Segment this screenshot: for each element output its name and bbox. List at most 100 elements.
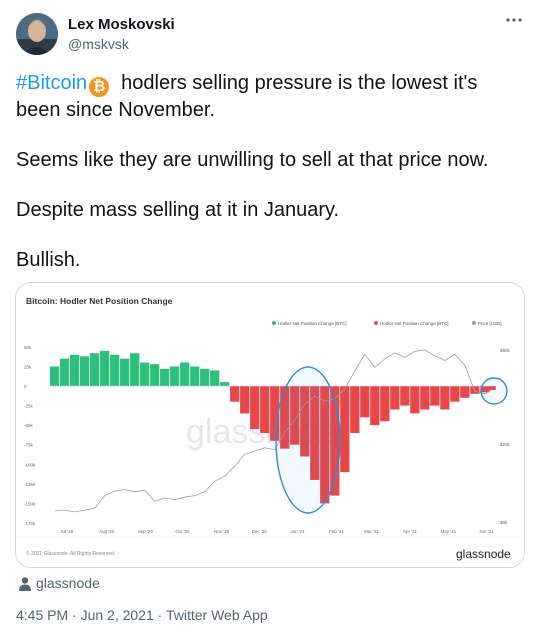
media-tag-label[interactable]: glassnode (36, 575, 100, 591)
net-position-bars (50, 350, 496, 504)
negative-bar (486, 386, 496, 390)
x-axis-tick: Oct '20 (175, 529, 190, 534)
positive-bar (80, 356, 90, 387)
legend-label-price: Price [USD] (478, 321, 502, 326)
positive-bar (130, 353, 140, 387)
annotation-circle-june (480, 377, 508, 405)
author-handle[interactable]: @mskvsk (68, 36, 129, 52)
x-axis-tick: Dec '20 (252, 529, 268, 534)
media-chart-card[interactable]: Bitcoin: Hodler Net Position Change Hodl… (15, 282, 525, 568)
left-axis-tick: -150k (24, 501, 36, 506)
negative-bar (470, 386, 480, 394)
price-line (54, 349, 492, 513)
positive-bar (140, 362, 150, 387)
x-axis-tick: Apr '21 (403, 529, 418, 534)
right-axis-tick: $20k (500, 442, 511, 447)
negative-bar (450, 386, 460, 402)
negative-bar (250, 386, 260, 430)
negative-bar (420, 386, 430, 410)
hashtag-link[interactable]: #Bitcoin (16, 72, 88, 94)
positive-bar (150, 364, 160, 387)
more-options-icon[interactable] (504, 10, 524, 30)
annotation-circle-january (275, 366, 341, 514)
positive-bar (90, 353, 100, 387)
negative-bar (440, 386, 450, 410)
negative-bar (330, 386, 340, 496)
left-axis-tick: 0 (24, 384, 27, 389)
negative-bar (280, 386, 290, 449)
left-axis-tick: -50k (24, 423, 34, 428)
negative-bar (370, 386, 380, 426)
negative-bar (340, 386, 350, 473)
negative-bar (300, 386, 310, 457)
negative-bar (360, 386, 370, 418)
left-axis-tick: -75k (24, 443, 34, 448)
negative-bar (400, 386, 410, 406)
positive-bar (190, 366, 200, 387)
right-axis-tick: $8k (500, 520, 508, 525)
person-icon (19, 577, 31, 591)
negative-bar (240, 386, 250, 414)
left-axis-tick: 25k (24, 364, 32, 369)
legend-label-red: Hodler Net Position Change [BTC] (380, 321, 449, 326)
x-axis-tick: Aug '20 (99, 529, 115, 534)
x-axis-tick: Jun '21 (479, 529, 494, 534)
positive-bar (110, 354, 120, 387)
negative-bar (290, 386, 300, 445)
positive-bar (210, 370, 220, 387)
negative-bar (310, 386, 320, 480)
legend-swatch-green (272, 321, 276, 325)
left-axis-labels: 50k 25k 0 -25k -50k -75k -100k -125k -150k -175k (24, 345, 36, 526)
avatar[interactable] (16, 13, 58, 55)
tweet-timestamp[interactable]: 4:45 PM · Jun 2, 2021 (16, 607, 154, 623)
right-axis-tick: $60k (500, 348, 511, 353)
hodler-chart: Bitcoin: Hodler Net Position Change Hodl… (16, 283, 524, 567)
negative-bar (230, 386, 240, 402)
tweet-text: #Bitcoin ₿ hodlers selling pressure is the… (16, 70, 516, 297)
x-axis-labels: Jul '20 Aug '20 Sep '20 Oct '20 Nov '20 Dec '… (60, 529, 494, 534)
negative-bar (410, 386, 420, 414)
negative-bar (260, 386, 270, 433)
negative-bar (460, 386, 470, 398)
tweet-source[interactable]: Twitter Web App (165, 607, 268, 623)
legend-swatch-red (374, 321, 378, 325)
left-axis-tick: -100k (24, 462, 36, 467)
x-axis-tick: Feb '21 (329, 529, 344, 534)
chart-legend: Hodler Net Position Change [BTC] Hodler … (272, 321, 502, 326)
bitcoin-emoji-icon: ₿ (89, 77, 110, 97)
tweet-paragraph-4: Bullish. (16, 249, 81, 271)
chart-copyright: © 2021 Glassnode. All Rights Reserved. (26, 550, 115, 557)
x-axis-tick: Mar '21 (364, 529, 379, 534)
positive-bar (160, 368, 170, 387)
positive-bar (170, 366, 180, 387)
meta-separator: · (153, 607, 166, 623)
positive-bar (50, 366, 60, 387)
legend-swatch-gray (472, 321, 476, 325)
x-axis-tick: Sep '20 (138, 529, 154, 534)
positive-bar (180, 362, 190, 387)
negative-bar (480, 386, 490, 393)
negative-bar (270, 386, 280, 441)
author-name[interactable]: Lex Moskovski (68, 16, 175, 33)
left-axis-tick: 50k (24, 345, 32, 350)
tweet-paragraph-2: Seems like they are unwilling to sell at… (16, 149, 489, 171)
avatar-image (16, 13, 58, 55)
left-axis-tick: -25k (24, 404, 34, 409)
left-axis-tick: -175k (24, 521, 36, 526)
x-axis-tick: Jan '21 (290, 529, 305, 534)
positive-bar (200, 368, 210, 387)
x-axis-tick: Jul '20 (60, 529, 73, 534)
negative-bar (350, 386, 360, 433)
negative-bar (320, 386, 330, 504)
chart-brand: glassnode (456, 547, 511, 561)
positive-bar (100, 350, 110, 387)
positive-bar (60, 358, 70, 387)
tweet-meta: 4:45 PM · Jun 2, 2021 · Twitter Web App (16, 607, 268, 623)
negative-bar (430, 386, 440, 406)
chart-title: Bitcoin: Hodler Net Position Change (26, 296, 173, 306)
right-axis-labels: $60k $20k $8k (500, 348, 511, 525)
negative-bar (390, 386, 400, 410)
positive-bar (70, 354, 80, 387)
legend-label-green: Hodler Net Position Change [BTC] (278, 321, 347, 326)
